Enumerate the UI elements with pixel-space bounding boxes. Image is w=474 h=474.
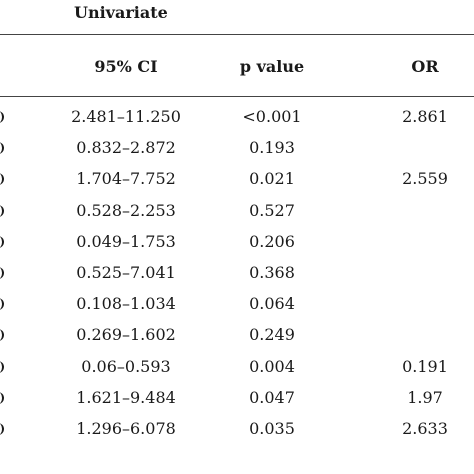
- or-cell: 2.861: [402, 107, 448, 126]
- cropped-label-edge: [0, 111, 4, 123]
- or-cell: 2.633: [402, 419, 448, 438]
- ci-cell: 1.621–9.484: [76, 387, 176, 407]
- table-row: 0.269–1.602 0.249: [0, 320, 474, 350]
- p-value-cell: 0.193: [249, 138, 295, 158]
- cropped-label-edge: [0, 235, 4, 248]
- table-row: 1.296–6.078 0.035 2.633: [0, 414, 474, 444]
- or-column-header: OR: [411, 57, 439, 76]
- p-value-cell: 0.035: [249, 419, 295, 438]
- cropped-label-edge: [0, 298, 4, 311]
- p-value-cell: 0.527: [249, 200, 295, 220]
- ci-cell: 2.481–11.250: [71, 107, 181, 126]
- table-row: 1.704–7.752 0.021 2.559: [0, 164, 474, 194]
- cropped-label-edge: [0, 142, 4, 155]
- cropped-label-edge: [0, 423, 4, 435]
- p-value-cell: 0.368: [249, 263, 295, 282]
- p-value-cell: 0.064: [249, 294, 295, 314]
- cropped-label-edge: [0, 267, 4, 279]
- cropped-label-edge: [0, 204, 4, 217]
- p-value-cell: 0.047: [249, 387, 295, 407]
- ci-cell: 0.049–1.753: [76, 231, 176, 251]
- p-value-column-header: p value: [239, 57, 305, 76]
- univariate-header: Univariate: [74, 3, 168, 22]
- cropped-label-edge: [0, 360, 4, 373]
- or-cell: 2.559: [402, 169, 448, 189]
- ci-cell: 1.296–6.078: [76, 419, 176, 438]
- cropped-label-edge: [0, 173, 4, 186]
- table-row: 0.528–2.253 0.527: [0, 196, 474, 226]
- or-cell: 1.97: [407, 387, 443, 407]
- p-value-cell: <0.001: [242, 107, 302, 126]
- cropped-label-edge: [0, 391, 4, 404]
- header-rule: [0, 96, 474, 97]
- table-row: 0.832–2.872 0.193: [0, 133, 474, 163]
- ci-cell: 0.528–2.253: [76, 200, 176, 220]
- p-value-cell: 0.206: [249, 231, 295, 251]
- table-row: 1.621–9.484 0.047 1.97: [0, 383, 474, 413]
- p-value-cell: 0.021: [249, 169, 295, 189]
- table-row: 0.525–7.041 0.368: [0, 258, 474, 288]
- table-row: 2.481–11.250 <0.001 2.861: [0, 102, 474, 132]
- ci-cell: 1.704–7.752: [76, 169, 176, 189]
- table-row: 0.06–0.593 0.004 0.191: [0, 352, 474, 382]
- ci-cell: 0.06–0.593: [81, 356, 171, 376]
- cropped-label-edge: [0, 329, 4, 342]
- p-value-cell: 0.004: [249, 356, 295, 376]
- top-rule: [0, 34, 474, 35]
- table-row: 0.049–1.753 0.206: [0, 227, 474, 257]
- or-cell: 0.191: [402, 356, 448, 376]
- ci-column-header: 95% CI: [94, 57, 158, 76]
- ci-cell: 0.832–2.872: [76, 138, 176, 158]
- ci-cell: 0.525–7.041: [76, 263, 176, 282]
- table-row: 0.108–1.034 0.064: [0, 289, 474, 319]
- p-value-cell: 0.249: [249, 325, 295, 345]
- ci-cell: 0.269–1.602: [76, 325, 176, 345]
- ci-cell: 0.108–1.034: [76, 294, 176, 314]
